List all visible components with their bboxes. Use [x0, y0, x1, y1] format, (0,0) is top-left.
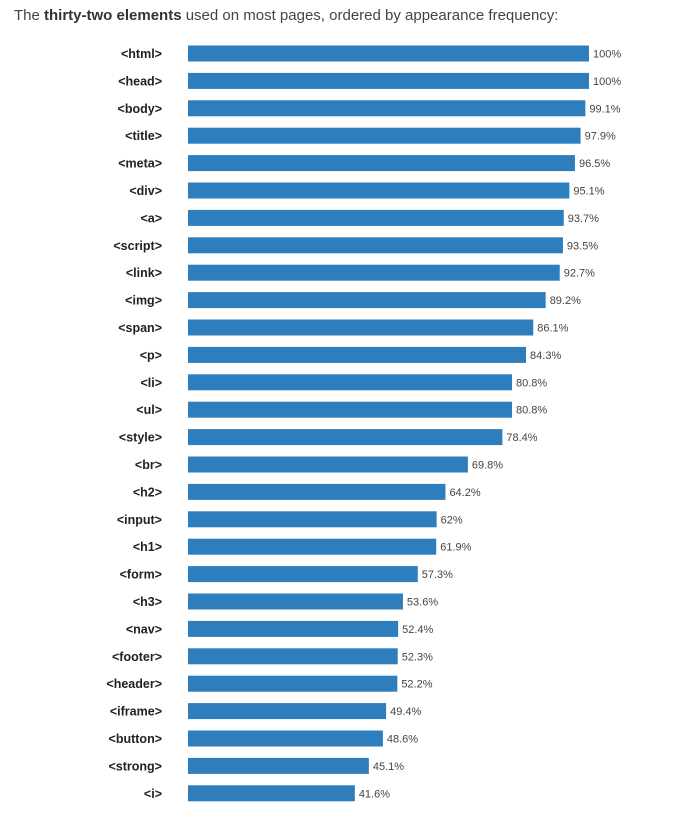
category-label: <head> [118, 74, 162, 88]
category-label: <img> [125, 294, 162, 308]
category-label: <span> [118, 321, 162, 335]
bar [188, 757, 369, 774]
bar-value-label: 45.1% [373, 761, 404, 773]
bar-value-label: 52.3% [402, 651, 433, 663]
caption-suffix: used on most pages, ordered by appearanc… [181, 7, 559, 24]
category-label: <p> [140, 348, 162, 362]
chart-caption: The thirty-two elements used on most pag… [14, 7, 558, 24]
category-label: <i> [144, 787, 162, 801]
bar-value-label: 62% [441, 514, 463, 526]
category-label: <h3> [133, 595, 162, 609]
bar-value-label: 84.3% [530, 350, 561, 362]
category-label: <div> [129, 184, 162, 198]
bar [188, 429, 503, 446]
bar [188, 675, 398, 692]
category-label: <footer> [112, 650, 162, 664]
bar-value-label: 93.7% [568, 213, 599, 225]
bar-value-label: 93.5% [567, 240, 598, 252]
bar [188, 648, 398, 665]
bar [188, 127, 581, 144]
bar [188, 593, 403, 610]
bar [188, 374, 513, 391]
category-label: <body> [118, 102, 162, 116]
category-label: <title> [125, 129, 162, 143]
bar-value-label: 52.4% [402, 624, 433, 636]
bar-value-label: 48.6% [387, 734, 418, 746]
bar-value-label: 57.3% [422, 569, 453, 581]
bar-value-label: 100% [593, 76, 621, 88]
bar-value-label: 69.8% [472, 460, 503, 472]
bar-value-label: 52.2% [401, 679, 432, 691]
bar [188, 346, 527, 363]
bar [188, 511, 437, 528]
bar [188, 209, 564, 226]
bar-value-label: 96.5% [579, 158, 610, 170]
category-label: <html> [121, 47, 162, 61]
caption-prefix: The [14, 7, 45, 24]
bar-value-label: 95.1% [573, 186, 604, 198]
category-label: <header> [106, 677, 162, 691]
caption-bold: thirty-two elements [44, 7, 182, 24]
category-label: <iframe> [110, 705, 162, 719]
bar-value-label: 53.6% [407, 597, 438, 609]
bar [188, 237, 563, 254]
category-label: <h2> [133, 485, 162, 499]
bar [188, 483, 446, 500]
category-label: <nav> [126, 622, 162, 636]
bar-value-label: 61.9% [440, 542, 471, 554]
bar-value-label: 80.8% [516, 377, 547, 389]
bar-value-label: 49.4% [390, 706, 421, 718]
bar [188, 292, 546, 309]
category-label: <strong> [109, 759, 163, 773]
bar-value-label: 92.7% [564, 268, 595, 280]
bar [188, 45, 589, 62]
bar [188, 319, 534, 336]
bar [188, 566, 418, 583]
bar [188, 72, 589, 89]
bar [188, 703, 387, 720]
bar-value-label: 100% [593, 49, 621, 61]
bar-value-label: 64.2% [449, 487, 480, 499]
bar [188, 620, 399, 637]
category-label: <meta> [118, 157, 162, 171]
category-label: <script> [113, 239, 162, 253]
bar-value-label: 97.9% [585, 131, 616, 143]
category-label: <br> [135, 458, 162, 472]
bar [188, 785, 355, 802]
bar [188, 456, 468, 473]
category-label: <button> [109, 732, 162, 746]
bar [188, 538, 437, 555]
bar-value-label: 78.4% [506, 432, 537, 444]
category-label: <input> [117, 513, 162, 527]
category-label: <form> [120, 568, 162, 582]
bar [188, 182, 570, 199]
bar-value-label: 89.2% [550, 295, 581, 307]
category-label: <a> [140, 211, 162, 225]
bar [188, 730, 383, 747]
category-label: <style> [119, 431, 162, 445]
category-label: <link> [126, 266, 162, 280]
category-label: <li> [140, 376, 162, 390]
bar [188, 155, 575, 172]
bar-value-label: 80.8% [516, 405, 547, 417]
category-label: <ul> [136, 403, 162, 417]
bar-value-label: 86.1% [537, 323, 568, 335]
bar [188, 264, 560, 281]
bar-value-label: 99.1% [589, 103, 620, 115]
category-label: <h1> [133, 540, 162, 554]
bar [188, 100, 586, 117]
bar-value-label: 41.6% [359, 788, 390, 800]
bar [188, 401, 513, 418]
